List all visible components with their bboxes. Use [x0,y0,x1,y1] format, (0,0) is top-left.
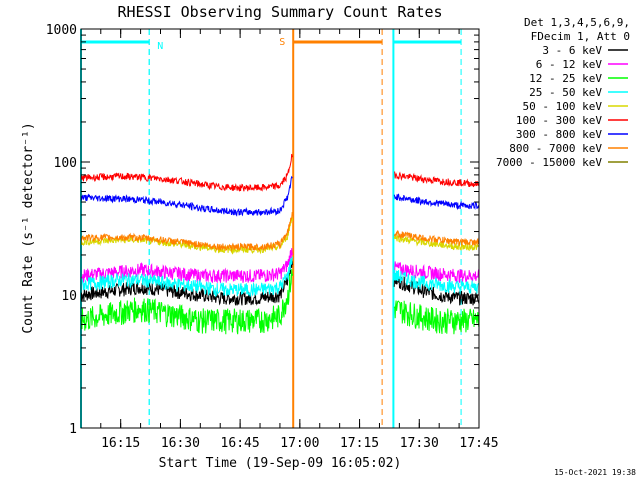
series-line-1-1 [393,261,480,284]
series-line-6-1 [393,193,480,211]
y-tick-label: 100 [54,156,77,171]
legend-entry-label: 3 - 6 keV [542,44,602,57]
legend-entry-label: 6 - 12 keV [536,58,603,71]
series-line-1-0 [80,248,294,284]
x-axis-label: Start Time (19-Sep-09 16:05:02) [159,456,402,471]
plot-frame [80,28,480,429]
series-line-4-1 [393,234,480,252]
x-tick-label: 17:30 [400,436,439,451]
y-tick-label: 10 [61,289,77,304]
series-line-7-0 [81,211,294,252]
legend-header: Det 1,3,4,5,6,9, [524,16,630,29]
generated-timestamp: 15-Oct-2021 19:38 [554,468,636,477]
x-tick-label: 16:45 [221,436,260,451]
interval-label: S [279,37,285,48]
legend-entry-label: 800 - 7000 keV [509,142,602,155]
chart-title: RHESSI Observing Summary Count Rates [117,3,442,21]
series-line-6-0 [80,175,293,217]
legend-entry-label: 50 - 100 keV [523,100,603,113]
series-line-5-0 [80,153,294,192]
legend-entry-label: 12 - 25 keV [529,72,602,85]
y-tick-label: 1000 [46,23,77,38]
y-axis-label: Count Rate (s⁻¹ detector⁻¹) [21,122,36,333]
legend-entry-label: 25 - 50 keV [529,86,602,99]
x-tick-label: 16:15 [101,436,140,451]
x-tick-label: 17:00 [280,436,319,451]
series-line-0-1 [393,273,480,306]
series-line-2-1 [393,300,480,335]
interval-label: N [157,41,163,52]
x-tick-label: 16:30 [161,436,200,451]
legend-entry-label: 300 - 800 keV [516,128,602,141]
axis-ticks: 1 10 100 1000 16:15 16:30 16:45 17:00 17:15 17:30… [46,23,499,451]
legend-entry-label: 100 - 300 keV [516,114,602,127]
series-line-3-1 [393,269,479,295]
y-tick-label: 1 [69,422,77,437]
x-tick-label: 17:15 [340,436,379,451]
series-line-2-0 [80,269,294,335]
series-line-7-1 [393,230,480,246]
series-line-5-1 [394,171,480,188]
legend: Det 1,3,4,5,6,9,FDecim 1, Att 03 - 6 keV… [496,16,630,169]
x-tick-label: 17:45 [459,436,498,451]
series-line-0-0 [80,260,294,306]
legend-header: FDecim 1, Att 0 [531,30,630,43]
legend-entry-label: 7000 - 15000 keV [496,156,602,169]
series-line-3-0 [80,256,294,298]
